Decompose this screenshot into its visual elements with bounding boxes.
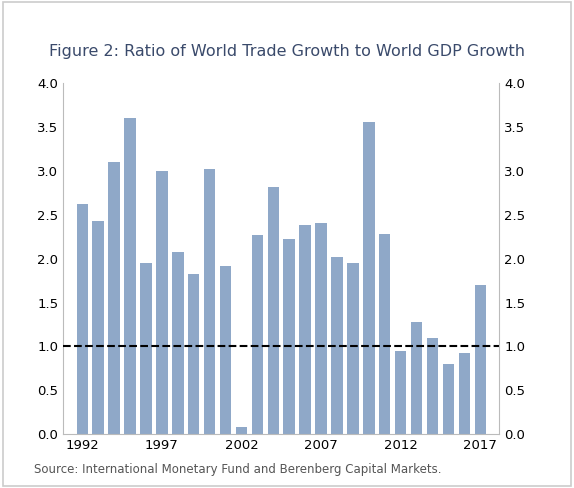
- Bar: [76, 204, 88, 434]
- Text: Source: International Monetary Fund and Berenberg Capital Markets.: Source: International Monetary Fund and …: [34, 463, 442, 476]
- Bar: [267, 186, 279, 434]
- Bar: [379, 234, 390, 434]
- Bar: [363, 122, 375, 434]
- Bar: [251, 235, 263, 434]
- Bar: [236, 427, 247, 434]
- Bar: [108, 162, 120, 434]
- Bar: [125, 118, 135, 434]
- Bar: [475, 285, 486, 434]
- Bar: [284, 239, 295, 434]
- Bar: [188, 274, 199, 434]
- Bar: [443, 364, 454, 434]
- Bar: [156, 171, 168, 434]
- Bar: [331, 257, 343, 434]
- Bar: [300, 225, 311, 434]
- Bar: [395, 351, 406, 434]
- Bar: [204, 169, 215, 434]
- Bar: [92, 221, 104, 434]
- Bar: [220, 265, 231, 434]
- Text: Figure 2: Ratio of World Trade Growth to World GDP Growth: Figure 2: Ratio of World Trade Growth to…: [49, 44, 525, 59]
- Bar: [427, 338, 438, 434]
- Bar: [315, 223, 327, 434]
- Bar: [459, 353, 470, 434]
- Bar: [347, 263, 359, 434]
- Bar: [172, 252, 184, 434]
- Bar: [411, 322, 422, 434]
- Bar: [140, 263, 152, 434]
